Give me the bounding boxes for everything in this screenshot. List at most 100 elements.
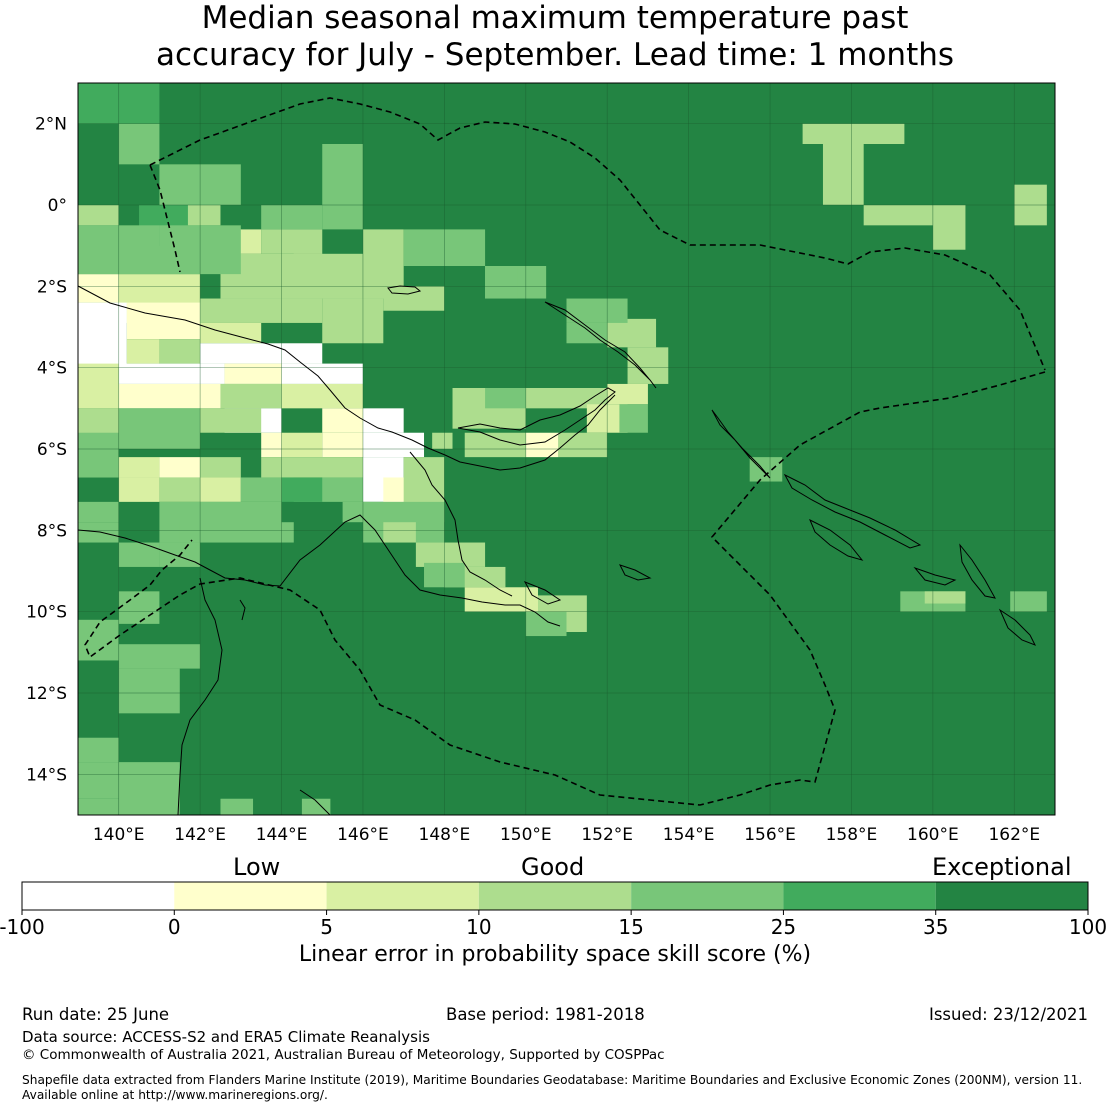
map-frame (77, 82, 1056, 816)
colorbar-swatch (478, 882, 632, 910)
skill-cell (322, 432, 363, 458)
lon-tick-label: 160°E (907, 825, 959, 845)
skill-cell (187, 205, 221, 226)
lon-tick-label: 158°E (826, 825, 878, 845)
lat-tick-label: 4°S (37, 359, 67, 379)
skill-cell (432, 432, 453, 449)
skill-cell (281, 477, 323, 502)
skill-cell (261, 205, 323, 230)
skill-cell (383, 522, 416, 543)
skill-cell (126, 339, 160, 364)
skill-cell (220, 798, 254, 815)
skill-cell (932, 205, 966, 250)
skill-cell (362, 432, 425, 458)
skill-cell (485, 388, 526, 409)
skill-cell (485, 266, 518, 299)
coastline (78, 285, 1037, 815)
skill-cell (78, 274, 119, 303)
skill-cell (863, 205, 933, 226)
lat-tick-label: 8°S (37, 521, 67, 541)
colorbar-tick-label: 0 (168, 915, 181, 939)
skill-cell (322, 205, 363, 230)
lat-tick-label: 0° (48, 196, 67, 216)
skill-cell (118, 477, 160, 502)
colorbar-tick-label: 100 (1069, 915, 1107, 939)
run-date: Run date: 25 June (22, 1005, 170, 1024)
lon-tick-label: 152°E (581, 825, 633, 845)
skill-cell (159, 457, 201, 478)
skill-cell (322, 144, 363, 205)
lon-tick-label: 156°E (744, 825, 796, 845)
map-gridlines (78, 83, 1055, 815)
skill-cell (118, 408, 201, 449)
colorbar-frame (21, 881, 1089, 911)
skill-cell (118, 542, 160, 567)
lon-tick-label: 150°E (500, 825, 552, 845)
skill-cell (78, 798, 119, 815)
lon-tick-label: 148°E (419, 825, 471, 845)
skill-cell (200, 457, 241, 478)
chart-title-line2: accuracy for July - September. Lead time… (155, 37, 955, 73)
skill-cell (301, 798, 331, 815)
skill-cell (261, 432, 282, 458)
axis-tick-labels: 140°E 142°E 144°E 146°E 148°E 150°E 152°E 154°E… (26, 115, 1040, 845)
skill-cell (261, 457, 363, 478)
base-period: Base period: 1981-2018 (446, 1005, 645, 1024)
skill-cell (200, 343, 323, 364)
skill-cell (118, 644, 201, 669)
skill-cell (78, 762, 119, 799)
lon-tick-label: 146°E (337, 825, 389, 845)
skill-cell (322, 298, 384, 344)
colorbar-tick-label: 25 (771, 915, 796, 939)
copyright: © Commonwealth of Australia 2021, Austra… (22, 1047, 665, 1063)
skill-cell (78, 363, 119, 409)
skill-cell (224, 363, 282, 384)
colorbar-swatch (783, 882, 936, 910)
skill-cell (118, 123, 160, 165)
lon-tick-label: 140°E (93, 825, 145, 845)
skill-cell (78, 501, 119, 523)
skill-cell (220, 253, 363, 299)
skill-cell (200, 477, 241, 502)
skill-cell (1010, 591, 1047, 612)
skill-cell (362, 408, 404, 433)
issued-date: Issued: 23/12/2021 (928, 1005, 1088, 1024)
shapefile-credit-line1: Shapefile data extracted from Flanders M… (22, 1073, 1083, 1087)
skill-cell (78, 619, 119, 661)
skill-cell (281, 432, 323, 458)
skill-cell (78, 432, 119, 478)
shapefile-credit-line2: Available online at http://www.marinereg… (22, 1088, 328, 1102)
skill-cell (619, 404, 648, 433)
eez-boundary (84, 97, 1046, 806)
colorbar-swatch (935, 882, 1088, 910)
lat-tick-label: 12°S (26, 684, 67, 704)
lon-tick-label: 142°E (174, 825, 226, 845)
skill-cell (281, 383, 363, 409)
category-low: Low (233, 853, 281, 881)
category-exceptional: Exceptional (932, 853, 1072, 881)
skill-cell (464, 432, 526, 458)
skill-cell (118, 668, 180, 714)
skill-cell (78, 205, 119, 226)
colorbar-tick-label: 5 (320, 915, 333, 939)
skill-cell (220, 383, 282, 409)
skill-cell (240, 477, 282, 502)
colorbar-swatch (631, 882, 784, 910)
skill-cell (200, 298, 323, 323)
colorbar-swatch (326, 882, 479, 910)
skill-cell (118, 591, 160, 624)
skill-cell (383, 286, 445, 311)
lat-tick-label: 2°S (37, 277, 67, 297)
lon-tick-label: 154°E (663, 825, 715, 845)
skill-cell (525, 611, 567, 637)
colorbar-swatch (22, 882, 175, 910)
skill-cell (322, 408, 363, 433)
skill-cell (607, 318, 657, 348)
colorbar-tick-label: -100 (0, 915, 45, 939)
lon-tick-label: 162°E (988, 825, 1040, 845)
skill-cell (159, 477, 201, 502)
colorbar-label: Linear error in probability space skill … (298, 942, 812, 967)
lon-tick-label: 144°E (256, 825, 308, 845)
skill-cell (78, 737, 119, 763)
